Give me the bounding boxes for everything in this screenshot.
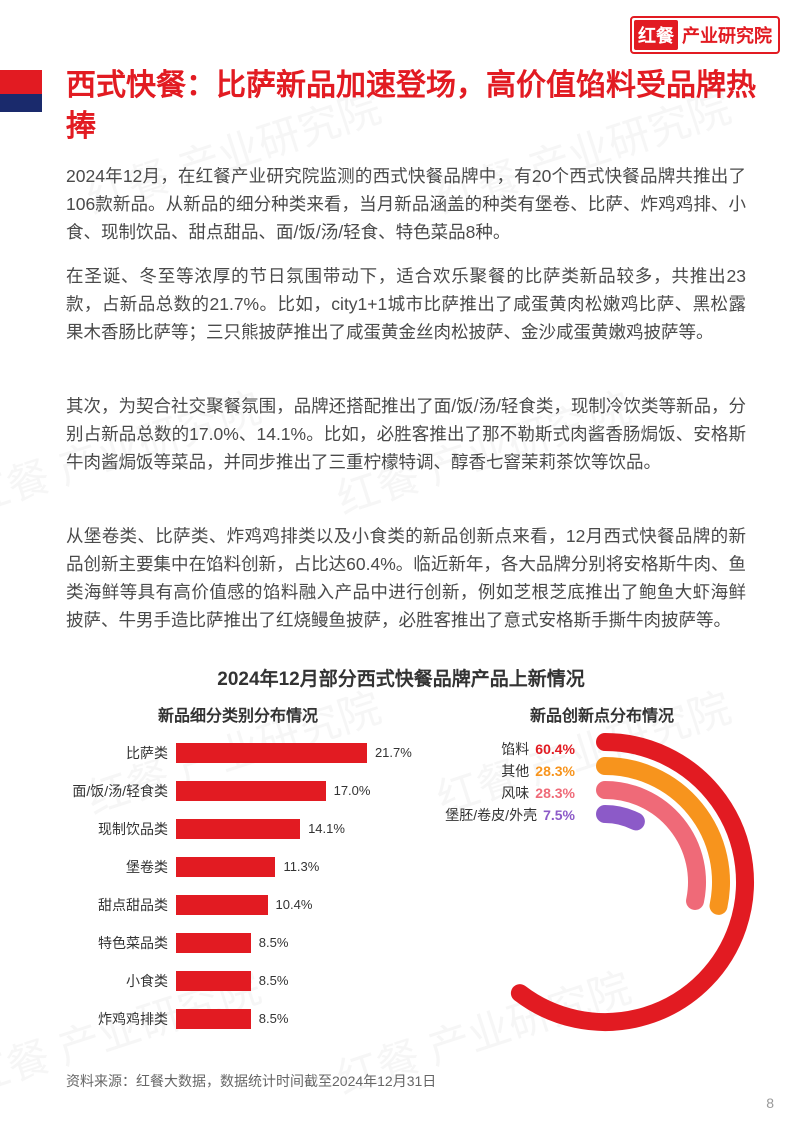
- bar-fill: [176, 971, 251, 991]
- radial-arc: [605, 814, 636, 821]
- bar-row: 甜点甜品类 10.4%: [66, 886, 406, 924]
- bar-fill: [176, 1009, 251, 1029]
- bar-fill: [176, 933, 251, 953]
- bar-label: 甜点甜品类: [66, 895, 176, 915]
- bar-value: 11.3%: [283, 857, 319, 877]
- bar-fill: [176, 819, 300, 839]
- paragraph-4: 从堡卷类、比萨类、炸鸡鸡排类以及小食类的新品创新点来看，12月西式快餐品牌的新品…: [66, 522, 746, 634]
- radial-svg: [445, 722, 765, 1042]
- bar-value: 8.5%: [259, 933, 289, 953]
- bar-value: 21.7%: [375, 743, 412, 763]
- bar-value: 14.1%: [308, 819, 345, 839]
- paragraph-1: 2024年12月，在红餐产业研究院监测的西式快餐品牌中，有20个西式快餐品牌共推…: [66, 162, 746, 246]
- bar-row: 现制饮品类 14.1%: [66, 810, 406, 848]
- paragraph-3: 其次，为契合社交聚餐氛围，品牌还搭配推出了面/饭/汤/轻食类，现制冷饮类等新品，…: [66, 392, 746, 476]
- bar-value: 8.5%: [259, 971, 289, 991]
- bar-row: 堡卷类 11.3%: [66, 848, 406, 886]
- logo-mark: 红餐: [634, 20, 678, 50]
- bar-label: 小食类: [66, 971, 176, 991]
- bar-fill: [176, 743, 367, 763]
- bar-label: 堡卷类: [66, 857, 176, 877]
- bar-row: 小食类 8.5%: [66, 962, 406, 1000]
- radial-chart: 馅料60.4%其他28.3%风味28.3%堡胚/卷皮/外壳7.5%: [415, 730, 745, 1060]
- bar-row: 特色菜品类 8.5%: [66, 924, 406, 962]
- page-title: 西式快餐：比萨新品加速登场，高价值馅料受品牌热捧: [66, 66, 756, 147]
- radial-arc: [520, 742, 745, 1022]
- brand-logo: 红餐 产业研究院: [630, 16, 780, 54]
- bar-fill: [176, 781, 326, 801]
- bar-chart: 比萨类21.7% 面/饭/汤/轻食类 17.0% 现制饮品类 14.1% 堡卷类 11.3%…: [66, 734, 406, 1038]
- bar-value: 8.5%: [259, 1009, 289, 1029]
- bar-label: 面/饭/汤/轻食类: [66, 781, 176, 801]
- bar-fill: [176, 857, 275, 877]
- bar-value: 17.0%: [334, 781, 371, 801]
- bar-value: 10.4%: [276, 895, 313, 915]
- bar-row: 面/饭/汤/轻食类 17.0%: [66, 772, 406, 810]
- bar-label: 炸鸡鸡排类: [66, 1009, 176, 1029]
- bar-label: 比萨类: [66, 743, 176, 763]
- data-source: 资料来源：红餐大数据，数据统计时间截至2024年12月31日: [66, 1071, 436, 1091]
- bar-row: 炸鸡鸡排类 8.5%: [66, 1000, 406, 1038]
- bar-label: 特色菜品类: [66, 933, 176, 953]
- bar-fill: [176, 895, 268, 915]
- chart-title: 2024年12月部分西式快餐品牌产品上新情况: [0, 664, 802, 691]
- bar-row: 比萨类21.7%: [66, 734, 406, 772]
- section-accent: [0, 70, 42, 112]
- bar-label: 现制饮品类: [66, 819, 176, 839]
- logo-text: 产业研究院: [682, 22, 776, 48]
- page-number: 8: [766, 1095, 774, 1111]
- bar-chart-title: 新品细分类别分布情况: [158, 702, 318, 726]
- paragraph-2: 在圣诞、冬至等浓厚的节日氛围带动下，适合欢乐聚餐的比萨类新品较多，共推出23款，…: [66, 262, 746, 346]
